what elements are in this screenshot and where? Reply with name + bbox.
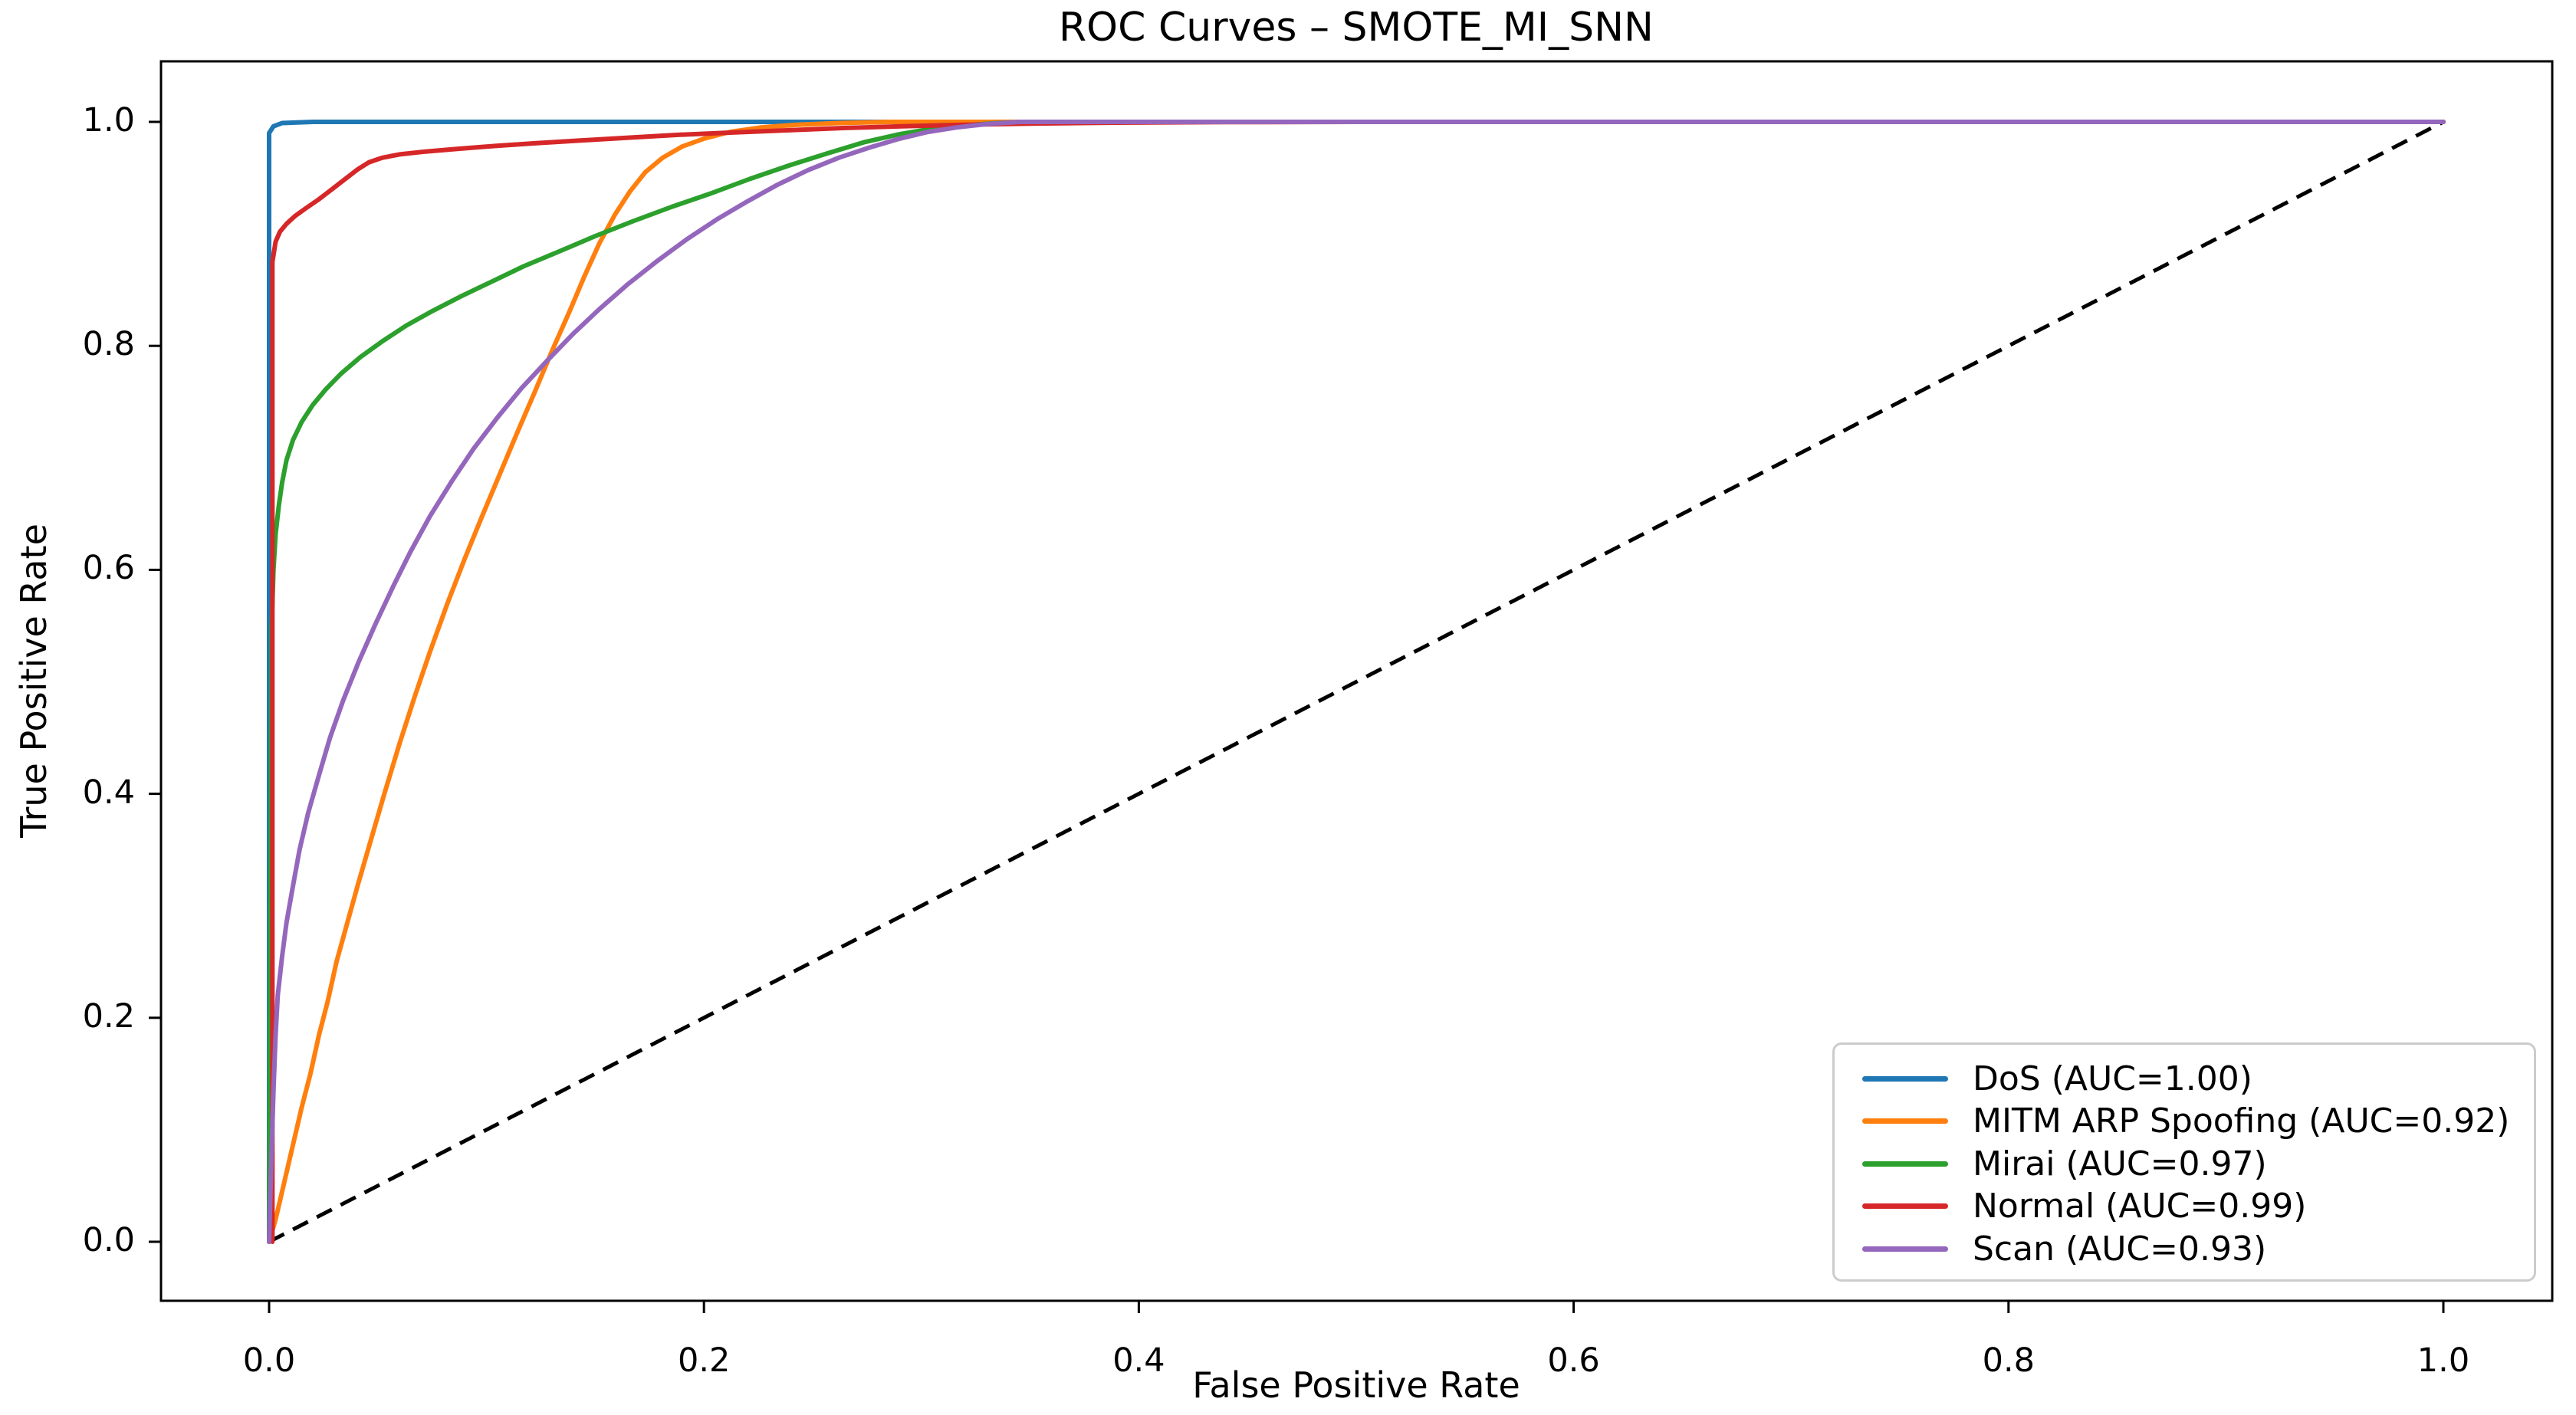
legend-line-swatch bbox=[1862, 1118, 1948, 1124]
legend-line-swatch bbox=[1862, 1075, 1948, 1082]
legend-line-swatch bbox=[1862, 1246, 1948, 1252]
y-tick-label: 1.0 bbox=[82, 101, 135, 140]
legend-entry-label: Mirai (AUC=0.97) bbox=[1973, 1144, 2267, 1184]
roc-curve-dos bbox=[267, 120, 2446, 1244]
legend-entry-mitm-arp-spoofing: MITM ARP Spoofing (AUC=0.92) bbox=[1862, 1101, 2526, 1141]
chance-diagonal-line bbox=[268, 120, 2445, 1244]
x-tick-label: 0.8 bbox=[1982, 1341, 2035, 1380]
roc-curve-scan bbox=[267, 120, 2446, 1244]
legend-line-swatch bbox=[1862, 1161, 1948, 1167]
chart-title: ROC Curves – SMOTE_MI_SNN bbox=[1059, 5, 1654, 51]
y-tick-label: 0.8 bbox=[82, 325, 135, 364]
y-tick-label: 0.2 bbox=[82, 996, 135, 1036]
roc-curve-mitm-arp-spoofing bbox=[267, 120, 2446, 1244]
legend-entry-normal: Normal (AUC=0.99) bbox=[1862, 1187, 2526, 1226]
x-tick-label: 0.4 bbox=[1112, 1341, 1165, 1380]
legend: DoS (AUC=1.00) MITM ARP Spoofing (AUC=0.9… bbox=[1832, 1042, 2536, 1282]
legend-entry-scan: Scan (AUC=0.93) bbox=[1862, 1229, 2526, 1269]
y-tick-label: 0.6 bbox=[82, 549, 135, 588]
x-tick-label: 0.2 bbox=[677, 1341, 731, 1380]
x-tick-label: 1.0 bbox=[2417, 1341, 2470, 1380]
y-tick-label: 0.0 bbox=[82, 1221, 135, 1259]
legend-entry-mirai: Mirai (AUC=0.97) bbox=[1862, 1144, 2526, 1184]
legend-entry-label: MITM ARP Spoofing (AUC=0.92) bbox=[1973, 1101, 2510, 1141]
legend-entry-label: Scan (AUC=0.93) bbox=[1973, 1229, 2267, 1269]
legend-entry-dos: DoS (AUC=1.00) bbox=[1862, 1059, 2526, 1098]
roc-curve-mirai bbox=[267, 120, 2446, 1244]
axes-frame bbox=[159, 60, 2554, 1302]
y-tick-label: 0.4 bbox=[82, 773, 135, 812]
legend-entry-label: DoS (AUC=1.00) bbox=[1973, 1059, 2252, 1098]
x-tick-label: 0.6 bbox=[1547, 1341, 1600, 1380]
x-axis-label: False Positive Rate bbox=[1192, 1364, 1520, 1406]
x-tick-label: 0.0 bbox=[242, 1341, 296, 1380]
legend-entry-label: Normal (AUC=0.99) bbox=[1973, 1187, 2307, 1226]
legend-line-swatch bbox=[1862, 1203, 1948, 1209]
